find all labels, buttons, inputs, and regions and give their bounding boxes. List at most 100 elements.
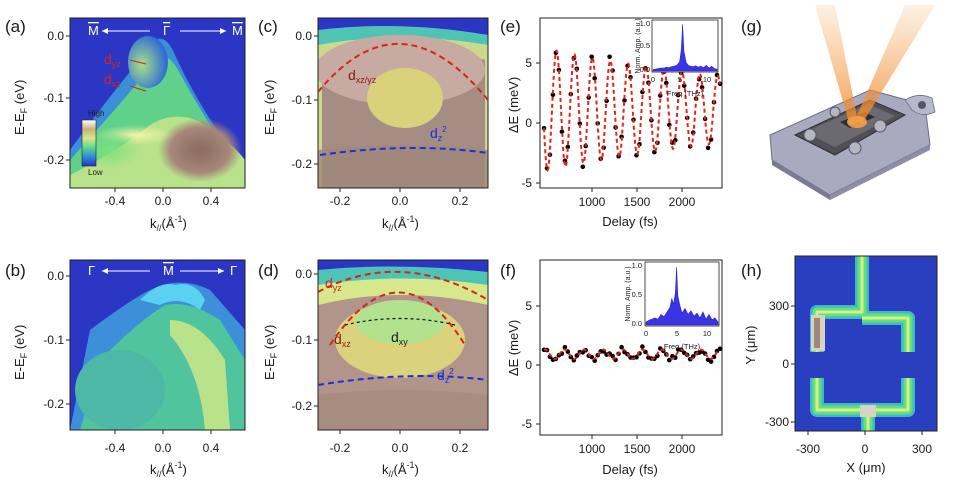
orbital-label-dz2: dz2	[430, 125, 447, 143]
xaxis-title-d: k//(Å-1)	[382, 460, 419, 479]
panel-h-frame	[794, 255, 938, 432]
tick-label: -5	[521, 176, 532, 190]
tick-label: -0.4	[105, 441, 126, 455]
tick-label: 1000	[579, 442, 606, 456]
panel-f-frame	[539, 259, 723, 436]
panel-d-yaxis: 0.0 -0.1 -0.2	[291, 267, 318, 413]
panel-h-yaxis: 300 0 -300	[765, 299, 795, 429]
panel-d-frame	[317, 259, 489, 431]
panel-c-frame	[317, 17, 489, 189]
yaxis-title-d: E-EF (eV)	[262, 325, 279, 380]
tick-label: 0.4	[203, 441, 220, 455]
band-dxz-curve	[329, 291, 466, 346]
symmetry-point-center: Γ	[163, 23, 170, 38]
panel-b-yaxis: 0.0 -0.1 -0.2	[43, 269, 70, 411]
panel-f-inset-spectrum	[645, 267, 719, 326]
tick-label: -0.2	[330, 441, 351, 455]
screw-icon	[803, 128, 817, 142]
tick-label: -0.1	[291, 333, 312, 347]
screw-icon	[848, 141, 862, 155]
tick-label: 0	[862, 442, 869, 456]
tick-label: -0.4	[105, 194, 126, 208]
data-point	[559, 129, 565, 134]
tick-label: -0.2	[43, 397, 64, 411]
tick-label: -0.2	[330, 194, 351, 208]
colorbar-low-label: Low	[88, 168, 103, 177]
data-point	[565, 144, 571, 150]
tick-label: 1.0	[640, 19, 650, 28]
yaxis-title-h: Y (μm)	[743, 325, 758, 364]
data-point	[705, 145, 711, 151]
panel-e-plot: Norm. Amp. (a.u.) Freq (THz) 1.0 0.5 0.0…	[539, 17, 723, 189]
symmetry-point-center: M	[163, 263, 174, 278]
tick-label: 0	[525, 358, 532, 372]
data-point	[607, 54, 612, 60]
data-point	[690, 354, 696, 359]
orbital-label-dxy: dxy	[391, 329, 408, 347]
screw-icon	[829, 106, 841, 118]
tick-label: 5	[525, 299, 532, 313]
xaxis-title-e: Delay (fs)	[602, 214, 658, 229]
tick-label: 0	[782, 357, 789, 371]
panel-e-xaxis: 1000 1500 2000	[579, 188, 696, 209]
panel-b-symmetry: Γ M Γ	[88, 263, 237, 278]
tick-label: 0	[651, 75, 655, 84]
orbital-label-dxzyz: dxz/yz	[348, 67, 377, 85]
panel-label-e: (e)	[500, 17, 521, 36]
band-dz2-curve	[319, 146, 489, 156]
panel-f-xaxis: 1000 1500 2000	[579, 435, 696, 456]
band-dxy-curve	[344, 317, 456, 326]
orbital-label-dz2: dz2	[437, 367, 454, 385]
tick-label: -0.1	[43, 333, 64, 347]
light-beam-incident	[815, 5, 858, 126]
tick-label: 10	[703, 75, 711, 84]
data-point	[550, 92, 556, 97]
tick-label: -0.1	[43, 91, 64, 105]
panel-h-xaxis: -300 0 300	[796, 431, 932, 456]
tick-label: -5	[521, 417, 532, 431]
panel-label-d: (d)	[258, 261, 279, 280]
tick-label: 0.5	[640, 41, 650, 50]
panel-a-symmetry: M Γ M	[88, 23, 243, 38]
panel-label-g: (g)	[741, 17, 762, 36]
panel-c-map	[318, 18, 488, 188]
panel-label-b: (b)	[5, 261, 26, 280]
panel-d-xaxis: -0.2 0.0 0.2	[330, 430, 469, 455]
tick-label: 2000	[669, 442, 696, 456]
xaxis-title-a: k//(Å-1)	[150, 214, 187, 233]
orbital-label-dyz: dyz	[104, 51, 121, 69]
colorbar-high-label: High	[88, 109, 104, 118]
data-point	[589, 54, 594, 60]
panel-label-f: (f)	[500, 261, 516, 280]
data-point	[556, 67, 562, 73]
data-point	[717, 346, 723, 352]
inset-xlabel: Freq (THz)	[664, 342, 701, 351]
data-point	[562, 345, 568, 350]
yaxis-title-e: ΔE (meV)	[506, 77, 521, 133]
tick-label: 0.4	[203, 194, 220, 208]
tick-label: 0.0	[155, 194, 172, 208]
tick-label: -300	[796, 442, 820, 456]
tick-label: 5	[525, 56, 532, 70]
tick-label: -0.2	[43, 153, 64, 167]
orbital-label-dxz: dxz	[334, 331, 351, 349]
tick-label: -0.1	[291, 93, 312, 107]
light-beam-emitted	[855, 5, 935, 124]
device-illustration	[769, 5, 936, 200]
panel-a-yaxis: 0.0 -0.1 -0.2	[43, 29, 70, 167]
tick-label: -300	[765, 415, 789, 429]
panel-f-fit-line	[543, 348, 721, 360]
panel-label-h: (h)	[741, 261, 762, 280]
inset-ylabel: Norm. Amp. (a.u.)	[635, 18, 642, 73]
tick-label: 0.0	[295, 267, 312, 281]
spatial-map	[795, 256, 937, 431]
tick-label: 1500	[624, 442, 651, 456]
panel-a-frame	[69, 17, 246, 189]
data-point	[592, 75, 597, 81]
data-point	[580, 164, 586, 170]
yaxis-title-f: ΔE (meV)	[506, 320, 521, 376]
symmetry-point-left: M	[88, 23, 99, 38]
tick-label: 0	[644, 329, 648, 338]
tick-label: 0.0	[392, 194, 409, 208]
